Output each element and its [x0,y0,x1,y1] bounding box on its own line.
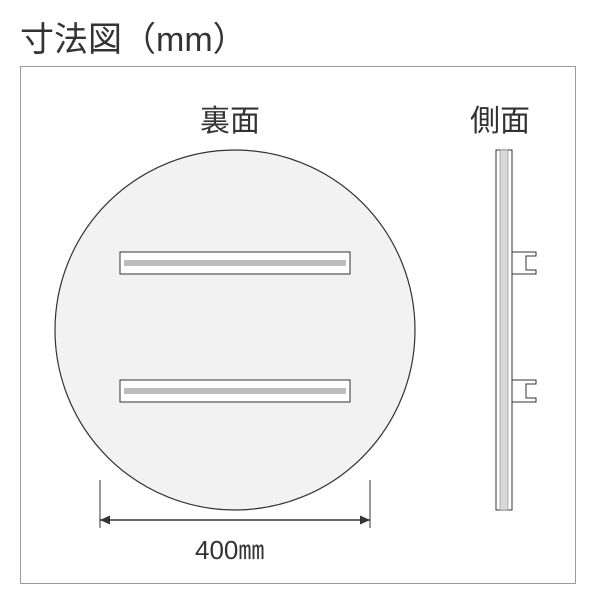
drawing-svg [0,0,600,600]
page-root: 寸法図（mm） 裏面 側面 400㎜ [0,0,600,600]
